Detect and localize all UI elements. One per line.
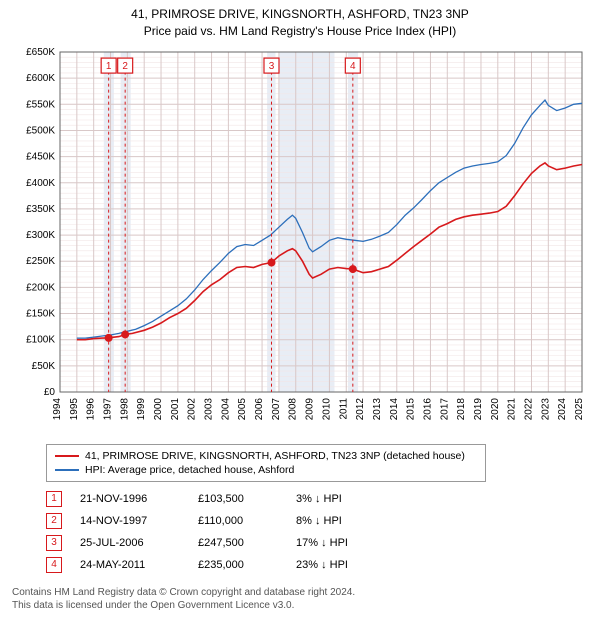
svg-text:£350K: £350K xyxy=(26,204,55,215)
legend-swatch-1 xyxy=(55,455,79,457)
svg-text:1: 1 xyxy=(106,61,112,72)
event-date-4: 24-MAY-2011 xyxy=(80,559,180,571)
legend-swatch-2 xyxy=(55,469,79,471)
chart-svg: £0 £50K £100K £150K £200K £250K £300K £350K £400… xyxy=(10,46,590,436)
event-date-3: 25-JUL-2006 xyxy=(80,537,180,549)
legend-row-1: 41, PRIMROSE DRIVE, KINGSNORTH, ASHFORD,… xyxy=(55,449,477,463)
svg-text:2000: 2000 xyxy=(153,397,164,420)
svg-text:2017: 2017 xyxy=(439,397,450,420)
title-block: 41, PRIMROSE DRIVE, KINGSNORTH, ASHFORD,… xyxy=(10,6,590,40)
svg-text:2006: 2006 xyxy=(254,397,265,420)
svg-text:4: 4 xyxy=(350,61,356,72)
event-number-2: 2 xyxy=(46,513,62,529)
svg-text:2012: 2012 xyxy=(355,397,366,420)
svg-text:2011: 2011 xyxy=(338,397,349,419)
svg-text:1994: 1994 xyxy=(52,397,63,420)
svg-text:1997: 1997 xyxy=(103,397,114,420)
svg-text:£650K: £650K xyxy=(26,47,55,58)
svg-text:1995: 1995 xyxy=(69,397,80,420)
svg-text:£150K: £150K xyxy=(26,308,55,319)
event-number-3: 3 xyxy=(46,535,62,551)
svg-text:£0: £0 xyxy=(44,387,56,398)
svg-text:£500K: £500K xyxy=(26,125,55,136)
svg-text:2023: 2023 xyxy=(540,397,551,420)
svg-text:2016: 2016 xyxy=(422,397,433,420)
svg-text:2021: 2021 xyxy=(507,397,518,420)
event-date-2: 14-NOV-1997 xyxy=(80,515,180,527)
svg-text:2010: 2010 xyxy=(321,397,332,420)
svg-text:2002: 2002 xyxy=(187,397,198,420)
svg-text:2008: 2008 xyxy=(288,397,299,420)
event-row-4: 4 24-MAY-2011 £235,000 23% ↓ HPI xyxy=(46,554,590,576)
legend-row-2: HPI: Average price, detached house, Ashf… xyxy=(55,463,477,477)
title-line-2: Price paid vs. HM Land Registry's House … xyxy=(10,23,590,40)
event-row-3: 3 25-JUL-2006 £247,500 17% ↓ HPI xyxy=(46,532,590,554)
svg-text:2007: 2007 xyxy=(271,397,282,420)
svg-text:£300K: £300K xyxy=(26,230,55,241)
svg-text:2004: 2004 xyxy=(220,397,231,420)
events-table: 1 21-NOV-1996 £103,500 3% ↓ HPI 2 14-NOV… xyxy=(46,488,590,576)
svg-text:£250K: £250K xyxy=(26,256,55,267)
legend-label-1: 41, PRIMROSE DRIVE, KINGSNORTH, ASHFORD,… xyxy=(85,450,465,462)
svg-text:£450K: £450K xyxy=(26,151,55,162)
event-delta-1: 3% ↓ HPI xyxy=(296,493,386,505)
event-row-2: 2 14-NOV-1997 £110,000 8% ↓ HPI xyxy=(46,510,590,532)
event-number-4: 4 xyxy=(46,557,62,573)
svg-text:1996: 1996 xyxy=(86,397,97,420)
event-row-1: 1 21-NOV-1996 £103,500 3% ↓ HPI xyxy=(46,488,590,510)
svg-text:3: 3 xyxy=(269,61,275,72)
svg-text:2001: 2001 xyxy=(170,397,181,420)
svg-text:£550K: £550K xyxy=(26,99,55,110)
svg-text:2009: 2009 xyxy=(305,397,316,420)
svg-text:2015: 2015 xyxy=(406,397,417,420)
svg-text:2013: 2013 xyxy=(372,397,383,420)
svg-text:2005: 2005 xyxy=(237,397,248,420)
svg-text:£200K: £200K xyxy=(26,282,55,293)
event-delta-2: 8% ↓ HPI xyxy=(296,515,386,527)
event-date-1: 21-NOV-1996 xyxy=(80,493,180,505)
event-delta-3: 17% ↓ HPI xyxy=(296,537,386,549)
svg-text:2014: 2014 xyxy=(389,397,400,420)
svg-text:£50K: £50K xyxy=(32,360,56,371)
event-delta-4: 23% ↓ HPI xyxy=(296,559,386,571)
svg-text:1998: 1998 xyxy=(119,397,130,420)
footer-line-1: Contains HM Land Registry data © Crown c… xyxy=(12,586,590,599)
svg-text:1999: 1999 xyxy=(136,397,147,420)
svg-text:£600K: £600K xyxy=(26,73,55,84)
svg-text:2018: 2018 xyxy=(456,397,467,420)
event-price-4: £235,000 xyxy=(198,559,278,571)
event-price-2: £110,000 xyxy=(198,515,278,527)
chart-area: £0 £50K £100K £150K £200K £250K £300K £350K £400… xyxy=(10,46,590,436)
title-line-1: 41, PRIMROSE DRIVE, KINGSNORTH, ASHFORD,… xyxy=(10,6,590,23)
footer-line-2: This data is licensed under the Open Gov… xyxy=(12,599,590,612)
legend-box: 41, PRIMROSE DRIVE, KINGSNORTH, ASHFORD,… xyxy=(46,444,486,482)
event-price-1: £103,500 xyxy=(198,493,278,505)
svg-text:2020: 2020 xyxy=(490,397,501,420)
svg-text:2003: 2003 xyxy=(204,397,215,420)
page-container: 41, PRIMROSE DRIVE, KINGSNORTH, ASHFORD,… xyxy=(0,0,600,618)
event-price-3: £247,500 xyxy=(198,537,278,549)
svg-text:2024: 2024 xyxy=(557,397,568,420)
legend-label-2: HPI: Average price, detached house, Ashf… xyxy=(85,464,294,476)
footer: Contains HM Land Registry data © Crown c… xyxy=(12,586,590,612)
svg-text:2025: 2025 xyxy=(574,397,585,420)
svg-text:£400K: £400K xyxy=(26,177,55,188)
svg-text:£100K: £100K xyxy=(26,334,55,345)
svg-text:2: 2 xyxy=(122,61,128,72)
svg-text:2022: 2022 xyxy=(523,397,534,420)
event-number-1: 1 xyxy=(46,491,62,507)
svg-text:2019: 2019 xyxy=(473,397,484,420)
